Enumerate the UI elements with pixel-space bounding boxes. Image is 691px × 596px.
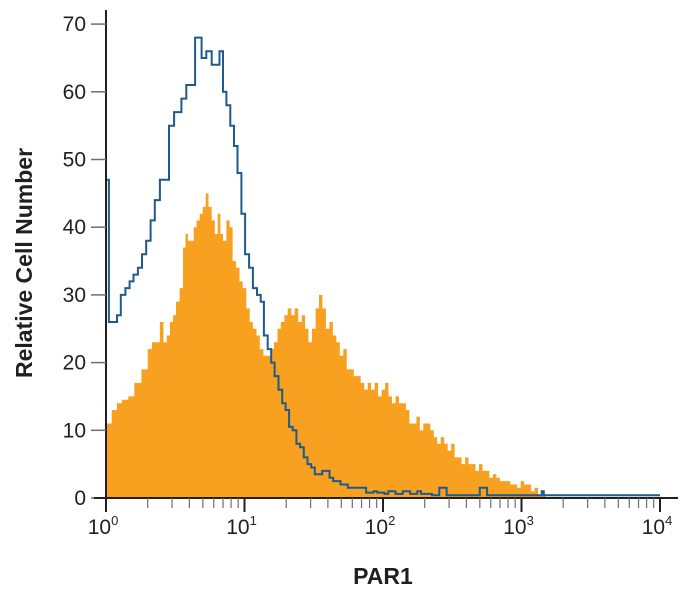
x-tick-label: 102 <box>365 513 396 539</box>
plot-area <box>106 36 660 498</box>
y-tick-label: 40 <box>63 216 86 239</box>
x-tick-label: 103 <box>503 513 534 539</box>
x-axis-title: PAR1 <box>353 563 413 589</box>
par1-antibody-histogram <box>106 193 546 498</box>
y-axis: 0 10 20 30 40 50 60 70 <box>63 10 107 512</box>
isotype-control-histogram <box>106 36 660 497</box>
y-tick-label: 10 <box>63 419 86 442</box>
y-tick-label: 30 <box>63 284 86 307</box>
x-axis: 100 101 102 103 104 <box>88 497 678 539</box>
y-tick-label: 60 <box>63 81 86 104</box>
y-tick-label: 50 <box>63 149 86 172</box>
y-axis-title: Relative Cell Number <box>11 148 37 378</box>
y-tick-label: 20 <box>63 352 86 375</box>
x-tick-label: 100 <box>88 513 119 539</box>
y-tick-label: 70 <box>63 13 86 36</box>
x-tick-label: 101 <box>226 513 257 539</box>
x-tick-label: 104 <box>642 513 673 539</box>
y-tick-label: 0 <box>74 487 86 510</box>
